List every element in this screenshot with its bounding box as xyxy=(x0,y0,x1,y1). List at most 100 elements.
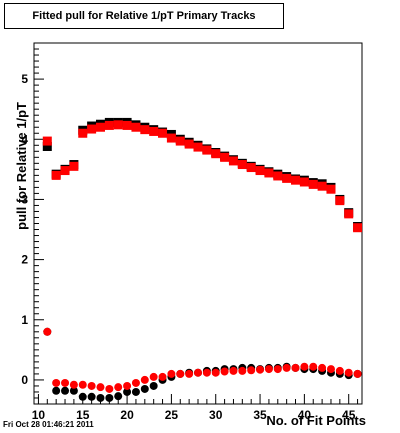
data-point-square xyxy=(87,124,97,134)
data-point-circle xyxy=(52,386,61,395)
data-point-square xyxy=(273,171,283,181)
y-tick-label: 0 xyxy=(21,373,28,387)
data-point-circle xyxy=(309,362,318,371)
data-point-square xyxy=(344,209,354,219)
y-tick-label: 2 xyxy=(21,253,28,267)
y-axis-label: pull for Relative 1/pT xyxy=(14,102,29,230)
x-tick-label: 45 xyxy=(342,408,356,422)
data-point-circle xyxy=(78,392,87,401)
data-point-circle xyxy=(131,387,140,396)
x-tick-label: 40 xyxy=(298,408,312,422)
data-point-circle xyxy=(176,369,185,378)
data-point-circle xyxy=(69,380,78,389)
data-point-square xyxy=(42,136,52,146)
data-point-circle xyxy=(69,386,78,395)
y-tick-label: 5 xyxy=(21,72,28,86)
data-point-circle xyxy=(247,366,256,375)
data-point-square xyxy=(51,170,61,180)
data-point-square xyxy=(42,141,52,151)
x-tick-label: 10 xyxy=(32,408,46,422)
y-tick-label: 1 xyxy=(21,313,28,327)
data-point-circle xyxy=(318,363,327,372)
data-point-circle xyxy=(123,387,132,396)
data-point-square xyxy=(353,223,363,233)
data-point-circle xyxy=(158,372,167,381)
data-point-square xyxy=(282,173,292,183)
data-point-circle xyxy=(87,392,96,401)
x-tick-label: 30 xyxy=(209,408,223,422)
data-point-circle xyxy=(264,365,273,374)
data-point-circle xyxy=(238,366,247,375)
data-point-square xyxy=(202,145,212,155)
data-point-circle xyxy=(140,384,149,393)
data-point-square xyxy=(149,126,159,136)
data-point-square xyxy=(104,120,114,130)
data-point-circle xyxy=(140,375,149,384)
data-point-circle xyxy=(149,372,158,381)
data-point-circle xyxy=(105,393,114,402)
data-point-circle xyxy=(291,363,300,372)
data-point-square xyxy=(264,168,274,178)
data-point-square xyxy=(308,179,318,189)
data-point-square xyxy=(193,142,203,152)
data-point-circle xyxy=(167,369,176,378)
data-point-circle xyxy=(282,363,291,372)
data-point-square xyxy=(291,175,301,185)
data-point-circle xyxy=(211,368,220,377)
data-point-square xyxy=(158,128,168,138)
x-axis-label: No. of Fit Points xyxy=(266,413,366,428)
data-point-circle xyxy=(229,366,238,375)
data-point-square xyxy=(95,122,105,132)
data-point-circle xyxy=(194,368,202,377)
y-tick-label: 4 xyxy=(21,132,28,146)
x-tick-label: 25 xyxy=(165,408,179,422)
data-point-circle xyxy=(61,378,70,387)
data-point-circle xyxy=(87,381,96,390)
data-point-circle xyxy=(96,383,105,392)
data-point-circle xyxy=(326,365,335,374)
data-point-square xyxy=(335,196,345,206)
data-point-circle xyxy=(344,368,353,377)
data-point-square xyxy=(317,181,327,191)
data-point-square xyxy=(228,156,238,166)
data-point-square xyxy=(131,122,141,132)
data-point-square xyxy=(113,120,123,130)
data-point-square xyxy=(220,152,230,162)
y-tick-label: 3 xyxy=(21,192,28,206)
data-point-square xyxy=(140,125,150,135)
data-point-circle xyxy=(78,380,87,389)
data-point-circle xyxy=(335,366,344,375)
timestamp: Fri Oct 28 01:46:21 2011 xyxy=(3,420,94,429)
data-point-circle xyxy=(96,393,105,402)
data-point-square xyxy=(211,149,221,159)
data-marks xyxy=(42,117,363,402)
data-point-circle xyxy=(114,383,123,392)
data-point-square xyxy=(255,166,265,176)
data-point-circle xyxy=(114,392,123,401)
data-point-square xyxy=(326,184,336,194)
data-point-circle xyxy=(149,381,158,390)
data-point-circle xyxy=(300,362,309,371)
x-tick-label: 15 xyxy=(76,408,90,422)
data-point-square xyxy=(122,120,132,130)
data-point-square xyxy=(237,160,247,170)
x-tick-label: 20 xyxy=(120,408,134,422)
data-point-circle xyxy=(353,369,362,378)
data-point-circle xyxy=(123,381,132,390)
data-point-square xyxy=(246,163,256,173)
chart-title: Fitted pull for Relative 1/pT Primary Tr… xyxy=(4,3,284,29)
data-point-circle xyxy=(131,378,140,387)
data-point-square xyxy=(69,161,79,171)
data-point-circle xyxy=(220,367,229,376)
data-point-circle xyxy=(256,365,265,374)
data-point-circle xyxy=(185,369,194,378)
data-point-square xyxy=(78,128,88,138)
data-point-square xyxy=(184,139,194,149)
data-point-circle xyxy=(61,386,70,395)
plot-frame xyxy=(33,42,363,405)
data-point-circle xyxy=(273,365,282,374)
data-point-square xyxy=(166,133,176,143)
data-point-square xyxy=(299,177,309,187)
data-point-circle xyxy=(202,368,211,377)
